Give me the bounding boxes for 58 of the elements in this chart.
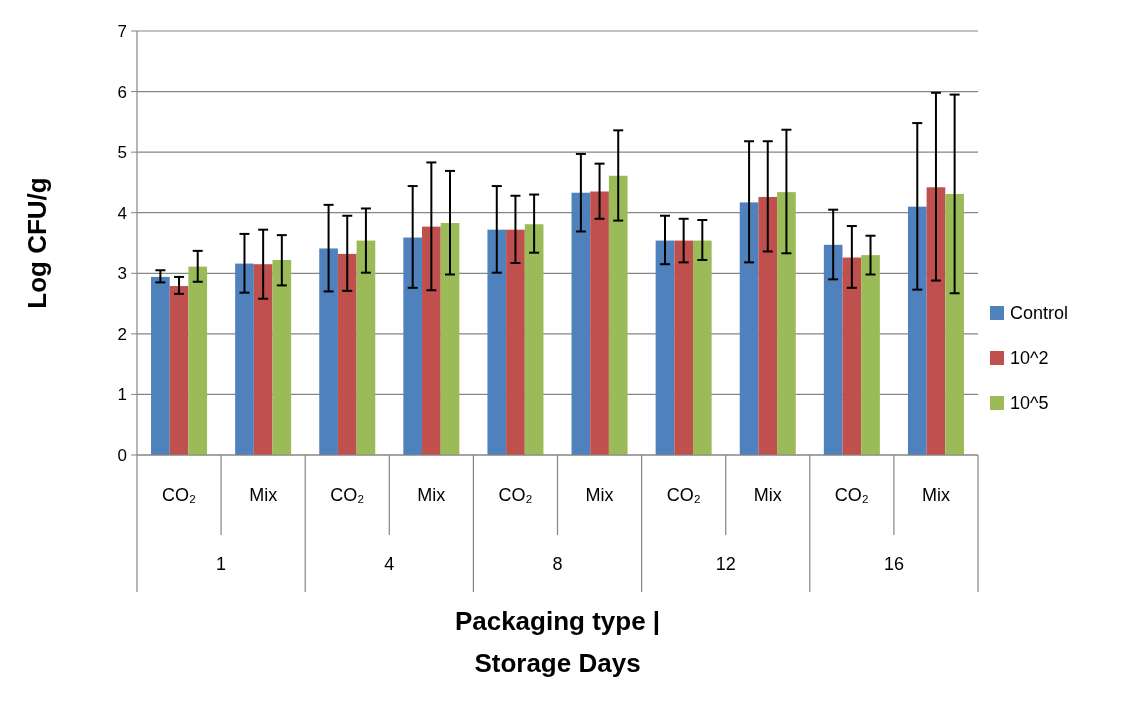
bar — [188, 266, 208, 455]
bar — [403, 237, 423, 455]
bar — [524, 224, 544, 455]
x-tick-label: CO₂ — [666, 485, 701, 505]
bar — [319, 248, 338, 455]
bar — [655, 240, 675, 455]
legend-label: 10^5 — [1010, 393, 1049, 414]
x-tick-label: CO₂ — [330, 485, 365, 505]
x-tick-label: CO₂ — [498, 485, 533, 505]
text: 16 — [883, 554, 904, 574]
x-tick-label: CO₂ — [834, 485, 869, 505]
y-tick-label: 0 — [117, 445, 127, 465]
bar — [169, 286, 189, 455]
x-tick-label: Mix — [921, 485, 950, 505]
text: 12 — [715, 554, 736, 574]
bar — [842, 257, 862, 455]
bar — [506, 229, 525, 455]
bar — [692, 240, 712, 455]
bar — [907, 206, 927, 455]
bar — [758, 196, 778, 455]
bar — [945, 193, 964, 455]
x-tick-label: Mix — [585, 485, 614, 505]
bar — [337, 253, 357, 455]
y-tick-label: 4 — [117, 203, 127, 223]
bar — [272, 259, 292, 455]
bar — [422, 226, 441, 455]
bar — [487, 229, 507, 455]
bar — [777, 192, 796, 455]
bar — [356, 240, 376, 455]
bar — [151, 276, 170, 455]
x-tick-label: Mix — [753, 485, 782, 505]
bar — [739, 202, 759, 455]
legend-label: 10^2 — [1010, 348, 1049, 369]
bar — [571, 192, 591, 455]
y-axis-title: Log CFU/g — [22, 177, 52, 309]
bar — [440, 223, 460, 455]
y-tick-label: 7 — [117, 21, 127, 41]
legend-label: Control — [1010, 303, 1069, 324]
y-tick-label: 3 — [117, 264, 127, 284]
x-tick-label: Mix — [417, 485, 446, 505]
x-tick-label: CO₂ — [162, 485, 197, 505]
x-tick-label: Mix — [249, 485, 278, 505]
bar — [253, 264, 273, 455]
x-axis-title: Packaging type | Storage Days — [454, 606, 661, 678]
bar — [590, 191, 609, 455]
y-tick-label: 5 — [117, 143, 127, 163]
bar — [674, 240, 693, 455]
bar — [823, 244, 843, 455]
text: 8 — [552, 554, 563, 574]
bar — [235, 263, 254, 455]
y-tick-label: 6 — [117, 82, 127, 102]
y-tick-label: 2 — [117, 324, 127, 344]
bar — [861, 255, 880, 455]
text: 1 — [216, 554, 227, 574]
bar — [608, 175, 628, 455]
bar — [926, 187, 946, 455]
y-tick-label: 1 — [117, 385, 127, 405]
text: 4 — [384, 554, 395, 574]
